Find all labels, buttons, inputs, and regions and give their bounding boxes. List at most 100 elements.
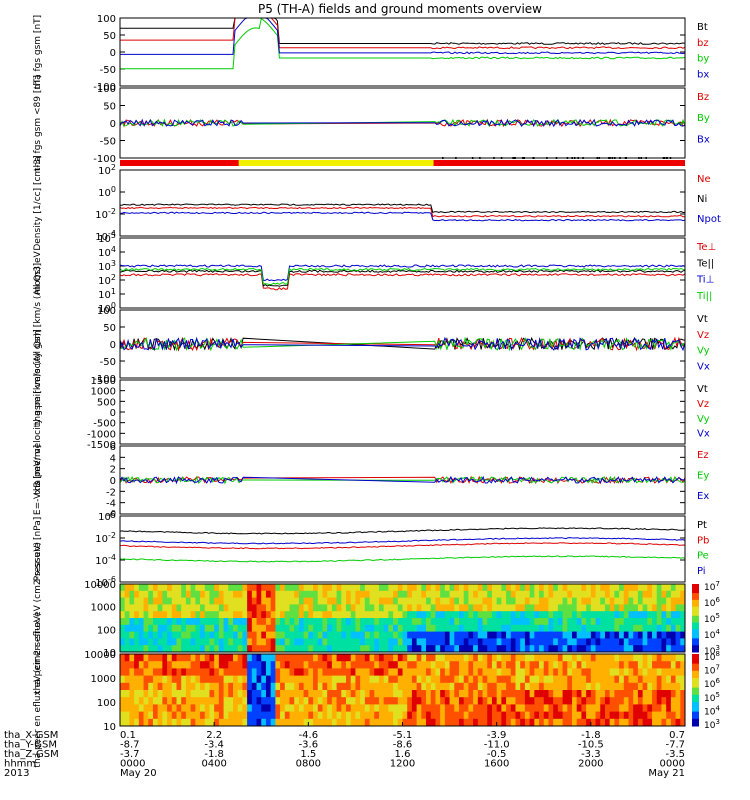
heat-cell: [275, 631, 281, 639]
heat-cell: [557, 638, 564, 646]
heat-cell: [590, 654, 597, 662]
heat-cell: [402, 675, 408, 684]
series-red: [119, 273, 686, 291]
heat-cell: [520, 682, 526, 691]
heat-cell: [313, 604, 319, 612]
heat-cell: [138, 611, 145, 619]
heat-cell: [581, 604, 587, 612]
legend-Vy: Vy: [697, 414, 710, 425]
heat-cell: [491, 718, 498, 727]
heat-cell: [670, 718, 677, 727]
heat-cell: [331, 697, 338, 705]
heat-cell: [383, 645, 389, 653]
heat-cell: [595, 711, 601, 720]
heat-cell: [520, 597, 526, 605]
heat-cell: [402, 624, 408, 633]
heat-cell: [581, 611, 587, 619]
heat-cell: [652, 718, 658, 727]
ytick-label: 103: [98, 259, 116, 273]
heat-cell: [374, 704, 380, 713]
heat-cell: [416, 584, 422, 592]
heat-cell: [317, 590, 323, 599]
heat-cell: [449, 618, 455, 626]
heat-cell: [393, 638, 399, 646]
heat-cell: [218, 682, 225, 691]
heat-cell: [628, 711, 634, 720]
heat-cell: [256, 704, 262, 713]
heat-cell: [190, 618, 196, 626]
heat-cell: [237, 618, 243, 626]
ytick-label: 10-2: [95, 531, 116, 545]
heat-cell: [190, 675, 196, 684]
heat-cell: [656, 638, 662, 646]
heat-cell: [129, 645, 135, 653]
heat-cell: [595, 611, 601, 619]
heat-cell: [473, 584, 479, 592]
heat-cell: [157, 697, 163, 705]
heat-cell: [440, 624, 446, 633]
heat-cell: [270, 638, 276, 646]
heat-cell: [529, 718, 535, 727]
heat-cell: [680, 597, 686, 605]
heat-cell: [209, 704, 215, 713]
heat-cell: [397, 690, 403, 698]
heat-cell: [506, 618, 512, 626]
heat-cell: [666, 624, 672, 633]
heat-cell: [284, 654, 290, 662]
heat-cell: [261, 631, 267, 639]
heat-cell: [628, 590, 634, 599]
panel-peer_spec: tha peer en eflux eV (cm2-s-sr-eV) 100001…: [33, 612, 720, 767]
heat-cell: [590, 675, 597, 684]
heat-cell: [336, 668, 342, 677]
heat-cell: [331, 584, 338, 592]
heat-cell: [670, 618, 677, 626]
heat-cell: [633, 618, 639, 626]
heat-cell: [670, 711, 677, 720]
heat-cell: [298, 668, 305, 677]
heat-cell: [327, 668, 333, 677]
heat-cell: [270, 704, 276, 713]
heat-cell: [666, 654, 672, 662]
heat-cell: [223, 645, 229, 653]
heat-cell: [628, 718, 634, 727]
heat-cell: [237, 682, 243, 691]
heat-cell: [567, 611, 573, 619]
heat-cell: [407, 604, 413, 612]
heat-cell: [228, 654, 234, 662]
heat-cell: [237, 711, 243, 720]
heat-cell: [614, 654, 620, 662]
heat-cell: [223, 661, 229, 669]
colorbar-cell: [692, 606, 699, 610]
heat-cell: [346, 711, 352, 720]
colorbar-label: 103: [704, 644, 720, 657]
heat-cell: [176, 590, 182, 599]
heat-cell: [233, 611, 239, 619]
heat-cell: [195, 631, 201, 639]
heat-cell: [510, 618, 516, 626]
heat-cell: [237, 638, 243, 646]
heat-cell: [228, 624, 234, 633]
heat-cell: [487, 645, 493, 653]
heat-cell: [459, 618, 465, 626]
heat-cell: [190, 682, 196, 691]
colorbar-cell: [692, 658, 699, 662]
heat-cell: [364, 711, 371, 720]
heat-cell: [628, 704, 634, 713]
heat-cell: [284, 690, 290, 698]
heat-cell: [473, 604, 479, 612]
xtick-y: -11.0: [484, 740, 510, 751]
heat-cell: [572, 618, 578, 626]
heat-cell: [402, 654, 408, 662]
heat-cell: [190, 611, 196, 619]
heat-cell: [360, 618, 366, 626]
heat-cell: [506, 697, 512, 705]
heat-cell: [444, 618, 451, 626]
legend-Ex: Ex: [697, 491, 709, 502]
heat-cell: [322, 590, 328, 599]
heat-cell: [543, 654, 549, 662]
heat-cell: [397, 611, 403, 619]
heat-cell: [572, 624, 578, 633]
heat-cell: [520, 590, 526, 599]
heat-cell: [444, 597, 451, 605]
heat-cell: [355, 584, 361, 592]
